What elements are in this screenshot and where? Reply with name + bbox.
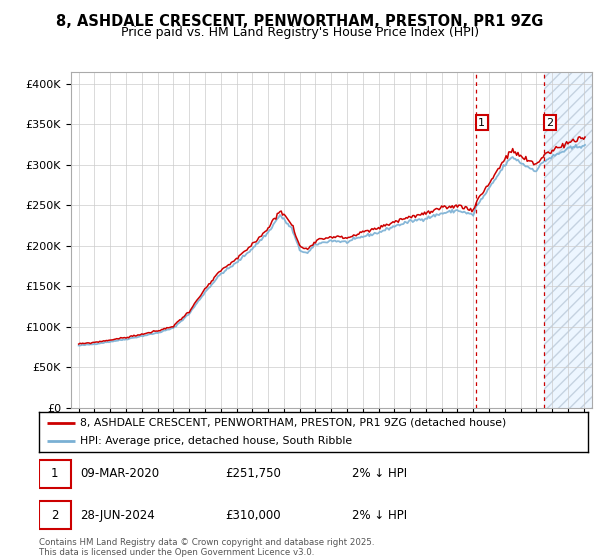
Text: 2: 2 bbox=[547, 118, 554, 128]
Text: 8, ASHDALE CRESCENT, PENWORTHAM, PRESTON, PR1 9ZG: 8, ASHDALE CRESCENT, PENWORTHAM, PRESTON… bbox=[56, 14, 544, 29]
Text: Price paid vs. HM Land Registry's House Price Index (HPI): Price paid vs. HM Land Registry's House … bbox=[121, 26, 479, 39]
Bar bbox=[544, 72, 592, 408]
Text: 2% ↓ HPI: 2% ↓ HPI bbox=[352, 508, 407, 522]
Text: 28-JUN-2024: 28-JUN-2024 bbox=[80, 508, 155, 522]
Text: 2% ↓ HPI: 2% ↓ HPI bbox=[352, 467, 407, 480]
Text: Contains HM Land Registry data © Crown copyright and database right 2025.
This d: Contains HM Land Registry data © Crown c… bbox=[39, 538, 374, 557]
Text: 1: 1 bbox=[51, 467, 59, 480]
Text: HPI: Average price, detached house, South Ribble: HPI: Average price, detached house, Sout… bbox=[80, 436, 352, 446]
Bar bbox=[39, 501, 71, 529]
Text: 09-MAR-2020: 09-MAR-2020 bbox=[80, 467, 160, 480]
Bar bbox=[544, 72, 592, 408]
Text: 2: 2 bbox=[51, 508, 59, 522]
Text: 8, ASHDALE CRESCENT, PENWORTHAM, PRESTON, PR1 9ZG (detached house): 8, ASHDALE CRESCENT, PENWORTHAM, PRESTON… bbox=[80, 418, 506, 428]
Bar bbox=[39, 460, 71, 488]
Text: £310,000: £310,000 bbox=[226, 508, 281, 522]
Text: 1: 1 bbox=[478, 118, 485, 128]
Text: £251,750: £251,750 bbox=[226, 467, 281, 480]
